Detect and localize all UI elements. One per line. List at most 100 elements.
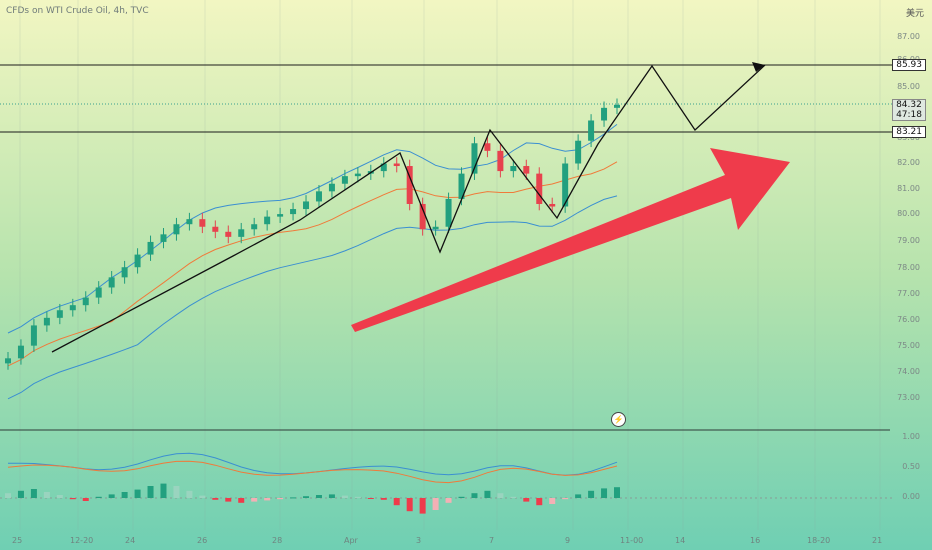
candle-body <box>199 219 206 227</box>
candle-body <box>43 317 50 326</box>
macd-bar <box>471 493 478 498</box>
x-tick-label: 25 <box>12 536 23 545</box>
macd-bar <box>5 493 11 498</box>
macd-tick-label: 1.00 <box>902 432 920 441</box>
candle-body <box>264 216 271 225</box>
x-tick-label: 24 <box>125 536 136 545</box>
x-tick-label: 12-20 <box>70 536 94 545</box>
candle-body <box>277 214 284 217</box>
moving-average <box>7 161 618 367</box>
lightning-icon[interactable]: ⚡ <box>611 412 626 427</box>
candle-body <box>160 234 167 242</box>
candle-body <box>471 143 478 174</box>
candle-body <box>82 297 89 306</box>
candle-body <box>432 226 439 230</box>
x-tick-label: 18-20 <box>807 536 831 545</box>
macd-bar <box>406 498 413 512</box>
signal-line <box>7 460 618 484</box>
x-tick-label: 3 <box>416 536 422 545</box>
candle-body <box>393 163 400 167</box>
macd-bar <box>199 495 206 498</box>
candle-body <box>549 203 556 207</box>
x-tick-label: 14 <box>675 536 686 545</box>
macd-bar <box>56 495 63 498</box>
macd-tick-label: 0.50 <box>902 462 920 471</box>
macd-tick-label: 0.00 <box>902 492 920 501</box>
candle-body <box>536 173 543 204</box>
macd-bar <box>367 498 374 499</box>
x-tick-label: 28 <box>272 536 283 545</box>
macd-bar <box>238 498 245 503</box>
candle-body <box>95 287 102 298</box>
macd-bar <box>380 498 387 500</box>
projection-path <box>51 64 766 353</box>
candle-body <box>173 224 180 235</box>
macd-bar <box>432 498 439 510</box>
candle-body <box>588 120 595 141</box>
candle-body <box>445 198 452 227</box>
macd-bar <box>458 496 465 498</box>
x-tick-label: 11-00 <box>620 536 644 545</box>
candle-body <box>614 104 620 108</box>
macd-bar <box>264 498 271 501</box>
macd-bar <box>277 498 284 500</box>
macd-bar <box>393 498 400 506</box>
x-tick-label: 9 <box>565 536 571 545</box>
candle-body <box>134 254 141 268</box>
macd-bar <box>160 483 167 498</box>
x-tick-label: 26 <box>197 536 208 545</box>
y-tick-label: 76.00 <box>897 315 920 324</box>
y-tick-label: 78.00 <box>897 263 920 272</box>
candle-body <box>341 176 348 184</box>
macd-bar <box>445 498 452 503</box>
macd-bar <box>17 490 24 498</box>
y-tick-label: 73.00 <box>897 393 920 402</box>
y-tick-label: 77.00 <box>897 289 920 298</box>
macd-bar <box>354 496 361 498</box>
y-tick-label: 80.00 <box>897 209 920 218</box>
candle-body <box>419 203 426 230</box>
candle-body <box>212 226 219 232</box>
macd-bar <box>419 498 426 514</box>
macd-bar <box>303 496 310 498</box>
macd-bar <box>341 495 348 498</box>
macd-bar <box>173 486 180 498</box>
macd-bar <box>510 496 517 498</box>
macd-bar <box>134 489 141 498</box>
candle-body <box>251 224 258 230</box>
candle-body <box>484 143 491 151</box>
macd-bar <box>108 494 115 498</box>
currency-label: 美元 <box>905 9 924 19</box>
y-tick-label: 74.00 <box>897 367 920 376</box>
level-label-upper: 85.93 <box>892 59 926 71</box>
candle-body <box>69 305 76 311</box>
macd-bar <box>121 492 128 498</box>
candle-body <box>354 173 361 177</box>
macd-bar <box>549 498 556 504</box>
macd-bar <box>575 494 582 498</box>
macd-bar <box>328 494 335 498</box>
x-tick-label: 21 <box>872 536 883 545</box>
y-tick-label: 75.00 <box>897 341 920 350</box>
macd-bar <box>95 496 102 498</box>
macd-bar <box>497 493 504 498</box>
candle-body <box>406 166 413 204</box>
x-tick-label: 16 <box>750 536 761 545</box>
candle-body <box>575 140 582 164</box>
candle-body <box>5 358 11 364</box>
x-tick-label: Apr <box>344 536 358 545</box>
macd-bar <box>315 495 322 498</box>
candle-body <box>562 163 569 207</box>
projection-arrowhead <box>752 62 765 72</box>
candle-body <box>108 277 115 288</box>
macd-bar <box>601 488 608 498</box>
macd-bar <box>82 498 89 501</box>
macd-bar <box>30 489 37 498</box>
macd-bar <box>186 490 193 498</box>
candle-body <box>315 191 322 202</box>
candle-body <box>380 163 387 172</box>
macd-bar <box>562 498 569 500</box>
bar-countdown: 47:18 <box>896 110 922 120</box>
macd-bar <box>43 492 50 498</box>
